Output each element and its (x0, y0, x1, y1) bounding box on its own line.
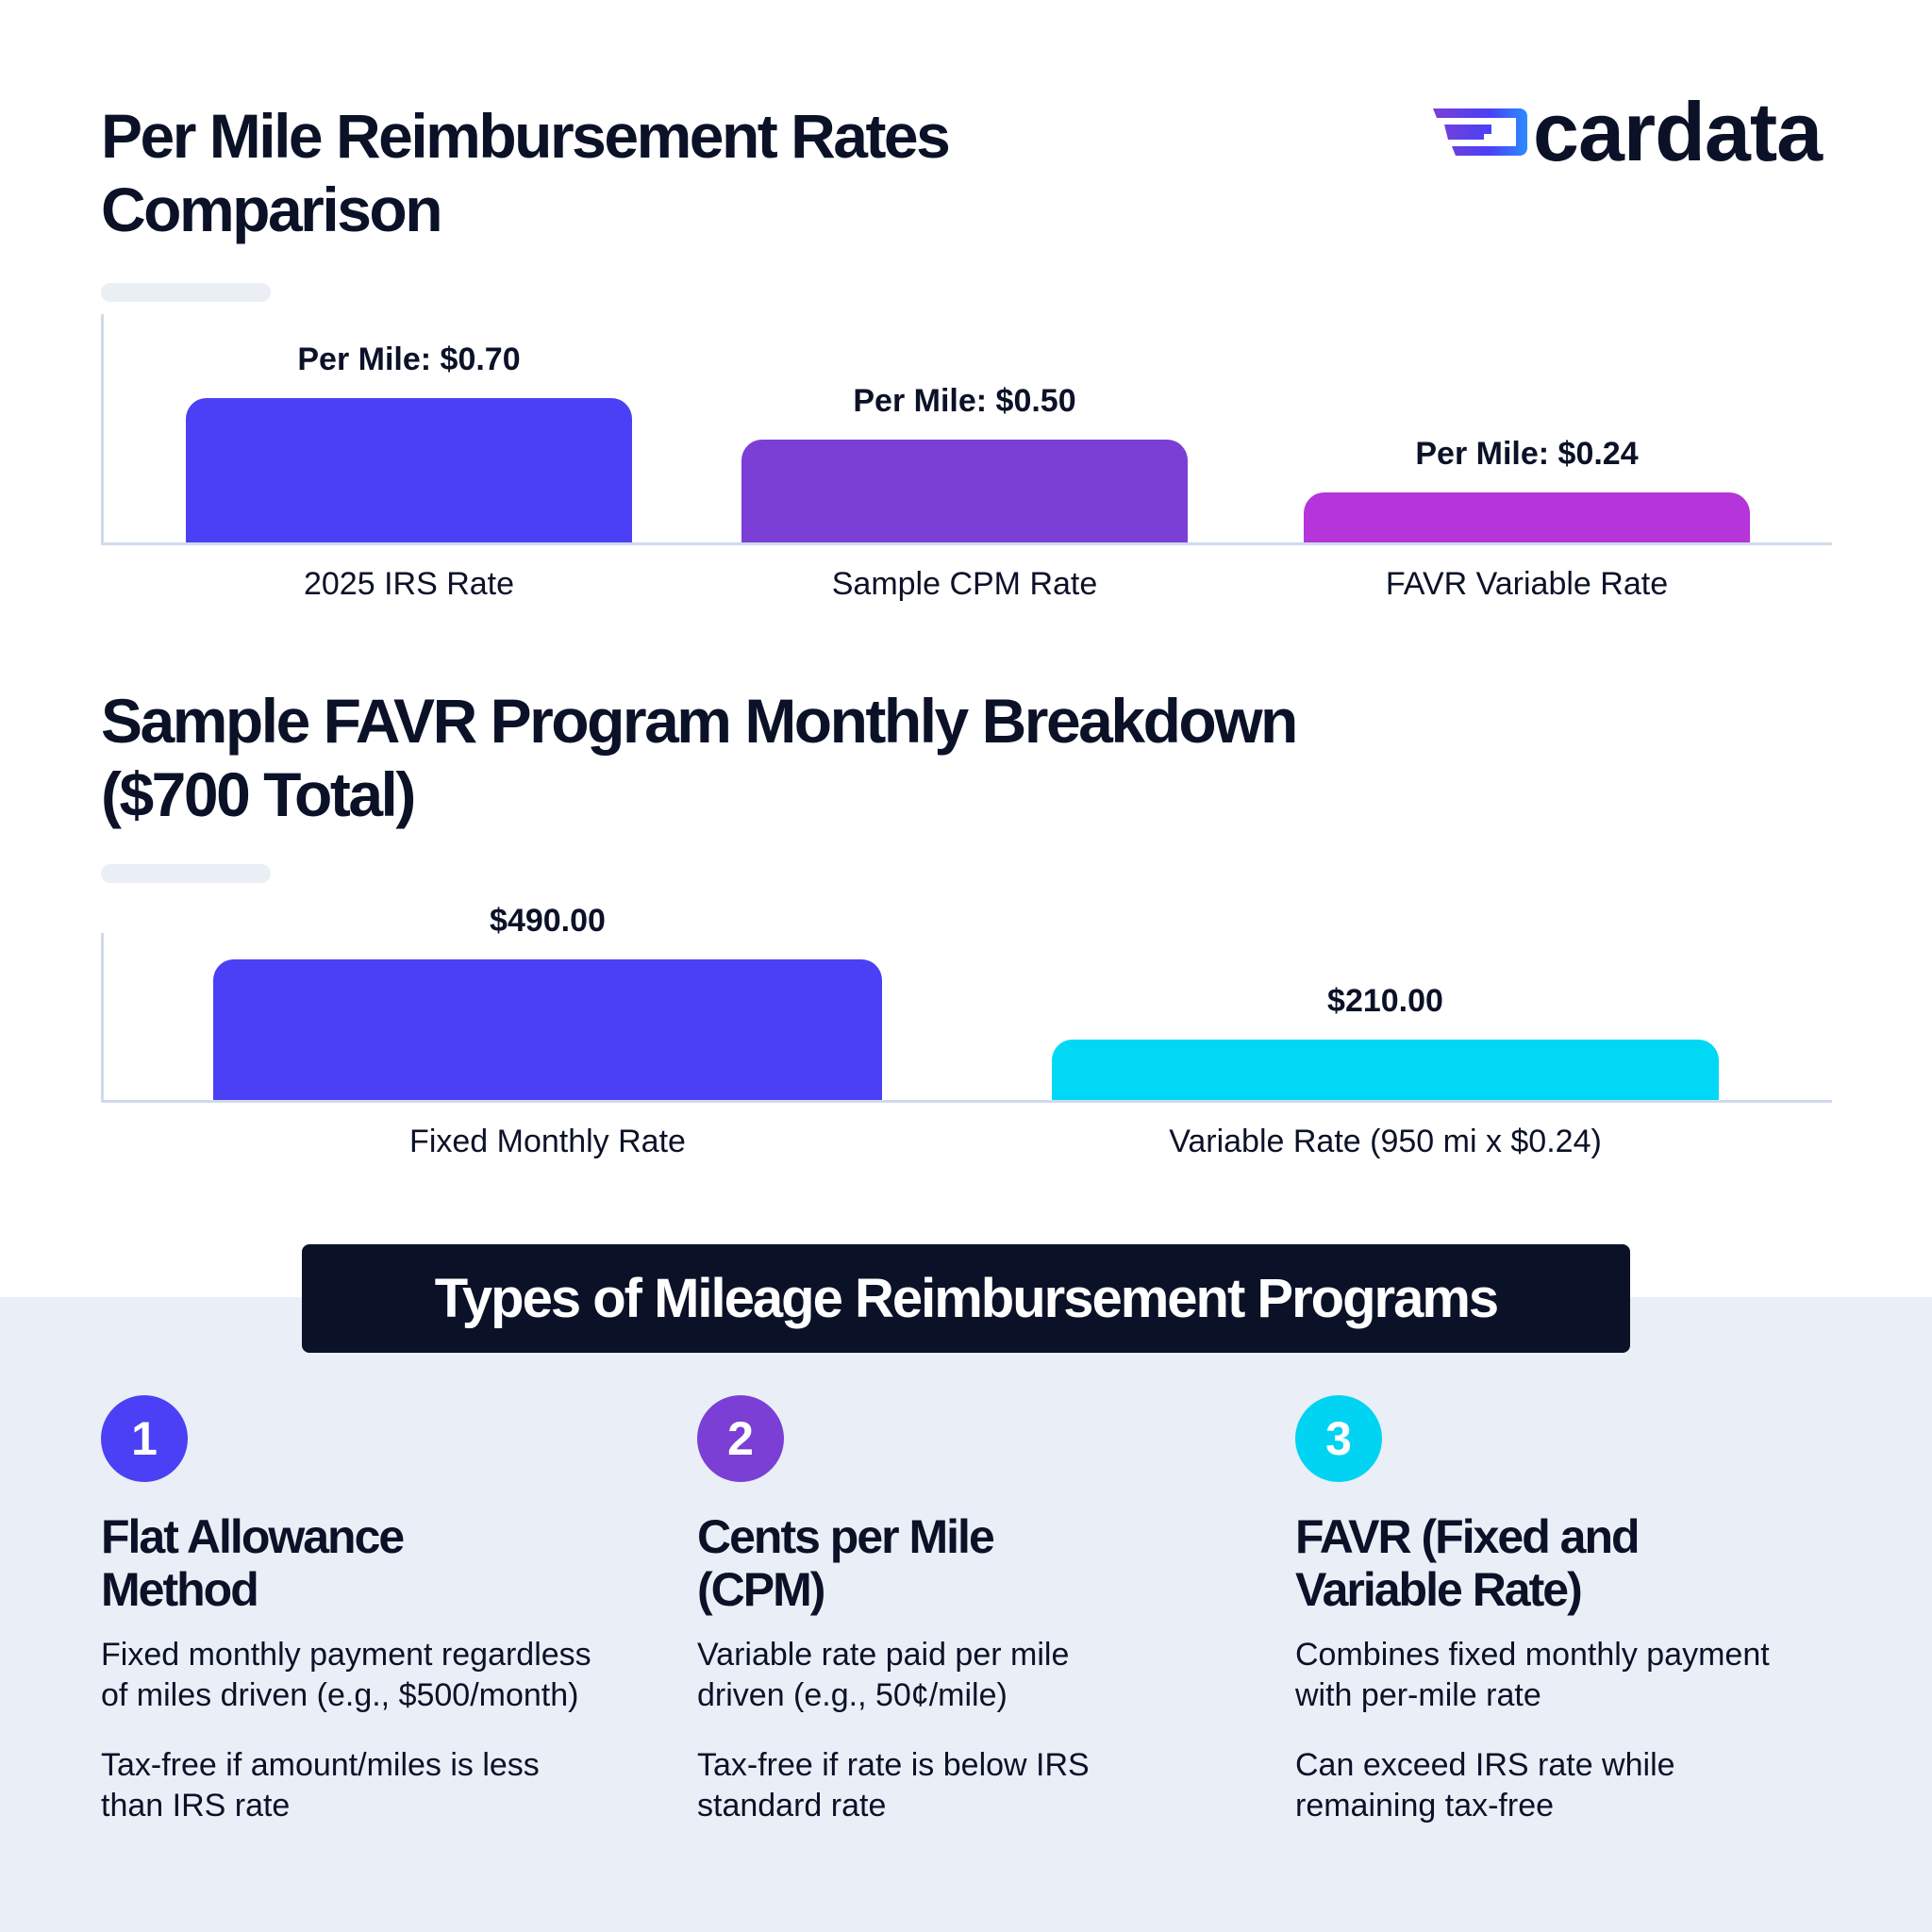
data-label-2: Per Mile: $0.50 (853, 382, 1076, 419)
program-card-favr: 3 FAVR (Fixed and Variable Rate) Combines… (1295, 1395, 1861, 1826)
cardata-logo: cardata (1433, 85, 1823, 178)
program-tax-note: Can exceed IRS rate while remaining tax-f… (1295, 1747, 1675, 1824)
cardata-logo-text: cardata (1533, 85, 1823, 178)
category-label-3: FAVR Variable Rate (1385, 566, 1669, 602)
program-card-flat-allowance: 1 Flat Allowance Method Fixed monthly pay… (101, 1395, 667, 1826)
number-badge: 1 (101, 1395, 188, 1482)
bar-1 (213, 958, 882, 1100)
chart2-y-axis (101, 933, 104, 1103)
chart2-legend-placeholder (101, 864, 271, 883)
chart2-title-line1: Sample FAVR Program Monthly Breakdown (101, 686, 1298, 756)
program-title: FAVR (Fixed and Variable Rate) (1295, 1510, 1641, 1616)
programs-banner: Types of Mileage Reimbursement Programs (302, 1244, 1630, 1353)
program-description: Fixed monthly payment regardless of miles… (101, 1637, 591, 1713)
cardata-logo-icon (1433, 108, 1527, 156)
programs-background (0, 1297, 1932, 1932)
data-label-1: Per Mile: $0.70 (297, 341, 521, 377)
program-card-cpm: 2 Cents per Mile (CPM) Variable rate paid… (697, 1395, 1263, 1826)
chart2-title-line2: ($700 Total) (101, 759, 416, 829)
chart2-title: Sample FAVR Program Monthly Breakdown ($… (101, 684, 1298, 831)
number-badge: 3 (1295, 1395, 1382, 1482)
program-title: Flat Allowance Method (101, 1510, 405, 1616)
category-label-1: Fixed Monthly Rate (409, 1124, 686, 1159)
chart1-x-axis (101, 542, 1832, 545)
bar-2 (1052, 1039, 1719, 1100)
chart1-title: Per Mile Reimbursement Rates Comparison (101, 99, 951, 246)
category-label-1: 2025 IRS Rate (303, 566, 515, 602)
category-label-2: Sample CPM Rate (831, 566, 1098, 602)
bar-1 (186, 397, 632, 542)
chart1-title-line2: Comparison (101, 175, 443, 244)
program-description: Combines fixed monthly payment with per-m… (1295, 1637, 1770, 1713)
chart1-y-axis (101, 314, 104, 545)
program-tax-note: Tax-free if amount/miles is less than IRS… (101, 1747, 540, 1824)
program-title: Cents per Mile (CPM) (697, 1510, 995, 1616)
chart1-title-line1: Per Mile Reimbursement Rates (101, 101, 951, 171)
chart1-plot-area: Per Mile: $0.70 2025 IRS Rate Per Mile: $0… (101, 314, 1832, 602)
category-label-2: Variable Rate (950 mi x $0.24) (1169, 1124, 1602, 1159)
bar-3 (1304, 492, 1750, 542)
chart2-plot-area: $490.00 Fixed Monthly Rate $210.00 Variable… (101, 903, 1832, 1159)
data-label-2: $210.00 (1327, 982, 1443, 1019)
data-label-3: Per Mile: $0.24 (1415, 436, 1639, 473)
data-label-1: $490.00 (490, 902, 606, 939)
chart1-legend-placeholder (101, 283, 271, 302)
bar-2 (741, 439, 1188, 542)
chart2-x-axis (101, 1100, 1832, 1103)
number-badge: 2 (697, 1395, 784, 1482)
program-description: Variable rate paid per mile driven (e.g.,… (697, 1637, 1070, 1713)
program-tax-note: Tax-free if rate is below IRS standard ra… (697, 1747, 1090, 1824)
